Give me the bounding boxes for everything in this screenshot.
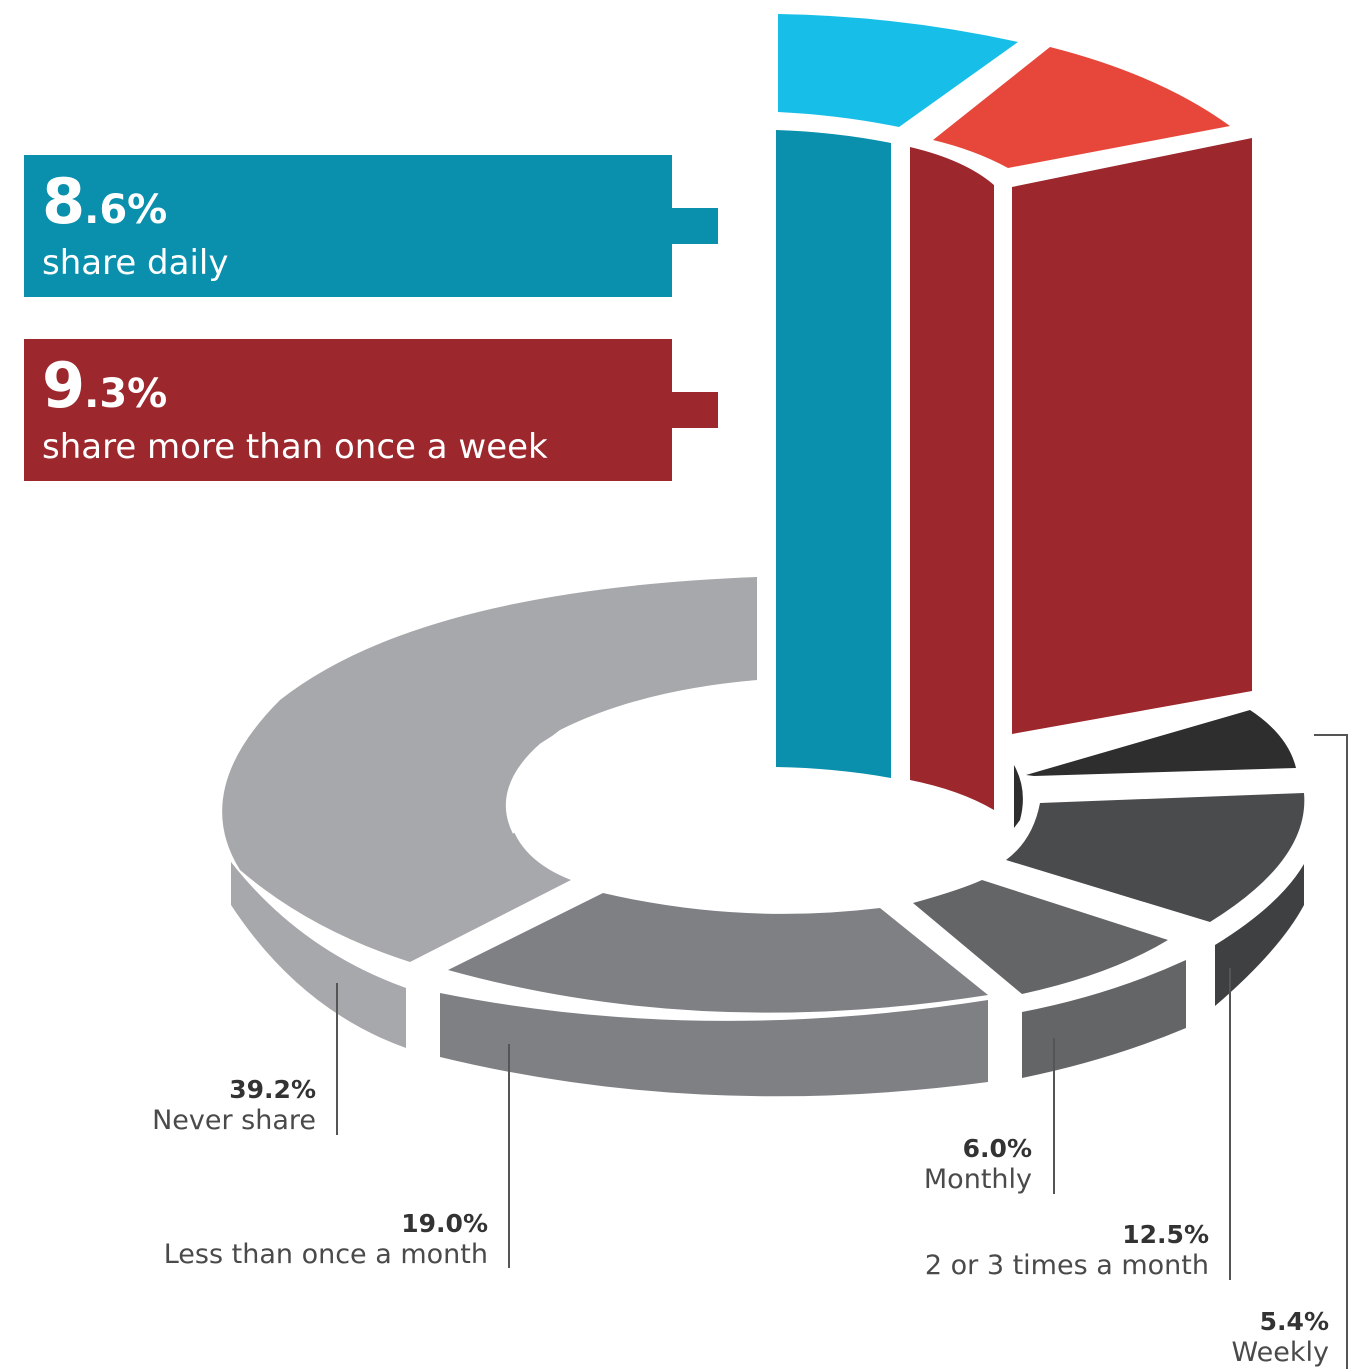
callout-daily-text: share daily <box>42 243 229 283</box>
leader-2-or-3-times-a-month <box>1229 968 1231 1280</box>
slice-weekly-inner <box>1014 765 1023 828</box>
leader-never-share <box>336 983 338 1135</box>
callout-weekly-plus: 9.3% share more than once a week <box>24 339 672 481</box>
slice-side-2-or-3-times-a-month <box>1215 864 1304 1006</box>
donut-hole-rim <box>505 682 758 834</box>
slice-side-monthly <box>1022 960 1186 1078</box>
leader-weekly-tick <box>1314 734 1348 736</box>
slice-monthly <box>913 880 1168 994</box>
callout-weekly-plus-value-int: 9 <box>42 349 85 422</box>
slice-less-than-once-a-month <box>448 893 988 1013</box>
label-2-or-3-times-a-month-name: 2 or 3 times a month <box>924 1250 1209 1281</box>
label-monthly-pct: 6.0% <box>962 1134 1032 1163</box>
slice-weekly <box>1026 710 1296 776</box>
callout-weekly-plus-value: 9.3% <box>42 353 167 427</box>
label-less-than-once-a-month-pct: 19.0% <box>401 1209 488 1238</box>
slice-daily-top <box>778 14 1018 127</box>
callout-daily-value-int: 8 <box>42 165 85 238</box>
label-never-share-name: Never share <box>152 1105 316 1136</box>
label-monthly: 6.0% Monthly <box>924 1133 1032 1195</box>
slice-never-share <box>222 577 758 962</box>
slice-2-or-3-times-a-month <box>1006 793 1305 922</box>
label-less-than-once-a-month: 19.0% Less than once a month <box>164 1208 488 1270</box>
leader-weekly <box>1346 734 1348 1369</box>
label-weekly-name: Weekly <box>1231 1337 1329 1368</box>
label-less-than-once-a-month-name: Less than once a month <box>163 1239 488 1270</box>
label-weekly: 5.4% Weekly <box>1232 1306 1329 1368</box>
label-weekly-pct: 5.4% <box>1259 1307 1329 1336</box>
label-never-share-pct: 39.2% <box>229 1075 316 1104</box>
label-never-share: 39.2% Never share <box>152 1074 316 1136</box>
callout-weekly-plus-text: share more than once a week <box>42 427 548 467</box>
slice-more-than-once-a-week-inner <box>910 147 994 810</box>
leader-less-than-once-a-month <box>508 1044 510 1268</box>
callout-daily-value: 8.6% <box>42 169 167 243</box>
label-2-or-3-times-a-month-pct: 12.5% <box>1122 1220 1209 1249</box>
slice-side-never-share <box>231 862 406 1048</box>
slice-side-less-than-once-a-month <box>440 993 988 1097</box>
callout-daily-value-dec: .6% <box>84 187 168 233</box>
slice-daily <box>776 130 891 778</box>
slice-more-than-once-a-week <box>1012 138 1252 734</box>
callout-weekly-plus-value-dec: .3% <box>84 371 168 417</box>
callout-daily: 8.6% share daily <box>24 155 672 297</box>
leader-monthly <box>1053 1038 1055 1194</box>
slice-more-than-once-a-week-top <box>933 47 1230 168</box>
label-monthly-name: Monthly <box>923 1164 1032 1195</box>
label-2-or-3-times-a-month: 12.5% 2 or 3 times a month <box>925 1219 1209 1281</box>
